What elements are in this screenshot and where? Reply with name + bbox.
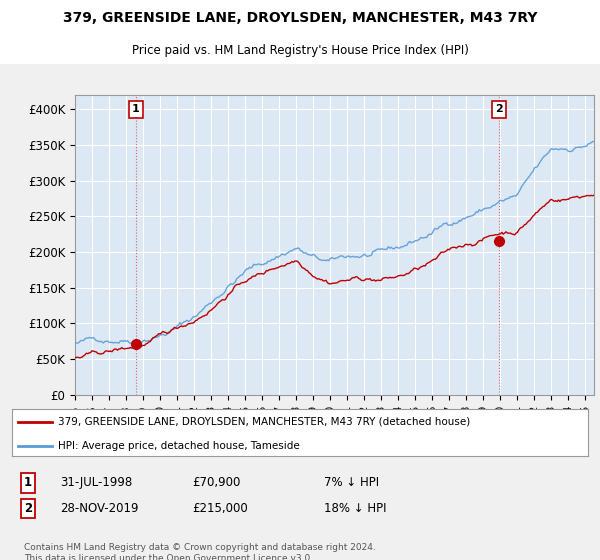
Text: 18% ↓ HPI: 18% ↓ HPI [324, 502, 386, 515]
Text: HPI: Average price, detached house, Tameside: HPI: Average price, detached house, Tame… [58, 441, 300, 451]
Text: Contains HM Land Registry data © Crown copyright and database right 2024.
This d: Contains HM Land Registry data © Crown c… [24, 543, 376, 560]
Text: 379, GREENSIDE LANE, DROYLSDEN, MANCHESTER, M43 7RY: 379, GREENSIDE LANE, DROYLSDEN, MANCHEST… [63, 11, 537, 25]
Text: 31-JUL-1998: 31-JUL-1998 [60, 476, 132, 489]
Text: 28-NOV-2019: 28-NOV-2019 [60, 502, 139, 515]
Text: 379, GREENSIDE LANE, DROYLSDEN, MANCHESTER, M43 7RY (detached house): 379, GREENSIDE LANE, DROYLSDEN, MANCHEST… [58, 417, 470, 427]
Text: 7% ↓ HPI: 7% ↓ HPI [324, 476, 379, 489]
Text: 1: 1 [132, 105, 140, 114]
Text: 2: 2 [495, 105, 503, 114]
Text: 1: 1 [24, 476, 32, 489]
Text: 2: 2 [24, 502, 32, 515]
Text: Price paid vs. HM Land Registry's House Price Index (HPI): Price paid vs. HM Land Registry's House … [131, 44, 469, 57]
Text: £70,900: £70,900 [192, 476, 241, 489]
Text: £215,000: £215,000 [192, 502, 248, 515]
